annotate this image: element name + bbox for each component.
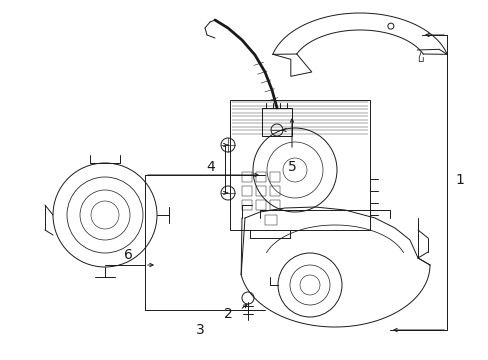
Bar [269, 186, 280, 196]
Text: 4: 4 [206, 160, 215, 174]
Bar [242, 172, 251, 182]
Bar [269, 200, 280, 210]
Circle shape [387, 23, 393, 29]
Text: 2: 2 [224, 307, 232, 321]
Bar [256, 172, 265, 182]
Text: 6: 6 [124, 248, 133, 262]
Bar [242, 186, 251, 196]
Text: 5: 5 [287, 160, 296, 174]
Text: 1: 1 [455, 173, 464, 187]
Bar [229, 100, 369, 230]
Bar [264, 215, 276, 225]
Bar [269, 172, 280, 182]
Text: 3: 3 [195, 323, 204, 337]
Bar [256, 200, 265, 210]
Bar [262, 108, 291, 136]
Bar [256, 186, 265, 196]
Bar [242, 200, 251, 210]
